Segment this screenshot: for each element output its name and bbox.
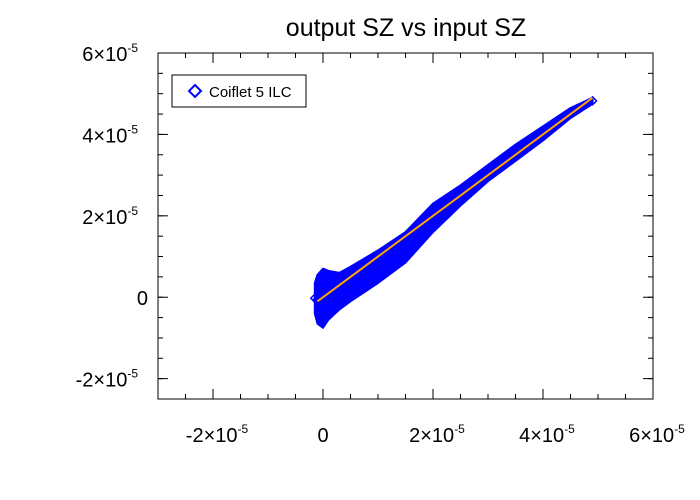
- series-band: [313, 96, 594, 329]
- y-tick-label: 2×10-5: [82, 204, 138, 229]
- x-tick-label: -2×10-5: [186, 422, 249, 447]
- x-tick-label: 0: [317, 425, 328, 447]
- x-axis: -2×10-5 0 2×10-5 4×10-5 6×10-5: [157, 53, 685, 447]
- series-0: [309, 95, 598, 329]
- data-point: [400, 242, 411, 253]
- y-tick-label: 6×10-5: [82, 41, 138, 66]
- chart-title: output SZ vs input SZ: [286, 14, 526, 42]
- data-point: [323, 290, 334, 301]
- data-point: [345, 278, 356, 290]
- legend-box: [171, 74, 307, 108]
- y-axis: -2×10-5 0 2×10-5 4×10-5 6×10-5: [76, 41, 653, 400]
- data-point: [334, 286, 345, 297]
- x-tick-label: 4×10-5: [519, 422, 575, 447]
- data-point: [427, 212, 439, 223]
- diamond-marker-icon: [187, 83, 203, 99]
- y-tick-label: 0: [137, 288, 148, 310]
- data-point: [482, 168, 494, 179]
- legend-label: Coiflet 5 ILC: [209, 84, 292, 101]
- x-tick-label: 6×10-5: [629, 422, 685, 447]
- x-tick-label: 2×10-5: [409, 422, 465, 447]
- data-point: [372, 261, 384, 272]
- legend: Coiflet 5 ILC: [171, 74, 307, 108]
- data-point: [510, 147, 521, 158]
- y-tick-label: 4×10-5: [82, 122, 138, 147]
- fit-line: [316, 96, 594, 303]
- y-tick-label: -2×10-5: [76, 367, 139, 392]
- data-point: [309, 293, 320, 304]
